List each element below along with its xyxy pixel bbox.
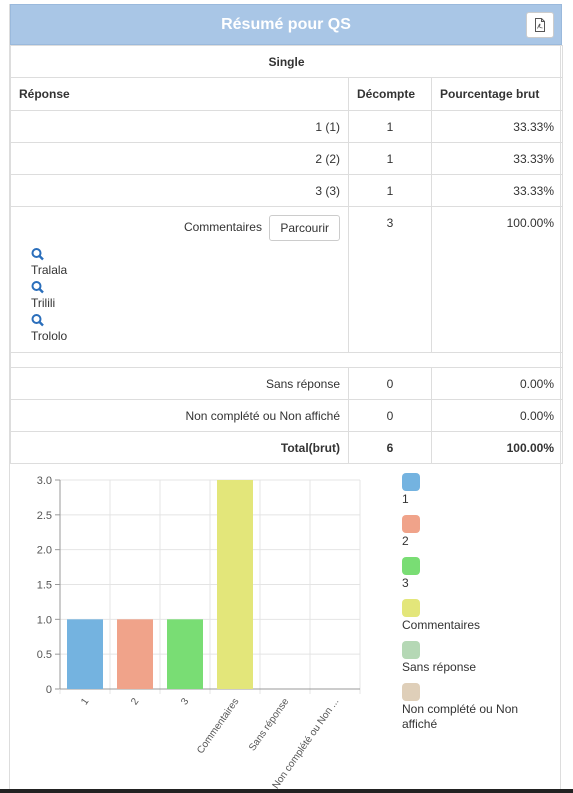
y-tick-label: 0.5 xyxy=(37,649,52,661)
y-tick-label: 2.0 xyxy=(37,545,52,557)
legend-item[interactable]: Commentaires xyxy=(402,599,552,633)
legend-swatch xyxy=(402,557,420,575)
comments-row: Commentaires Parcourir Tralala xyxy=(10,206,563,353)
answer-percent: 33.33% xyxy=(431,110,563,143)
comment-text: Trilili xyxy=(31,296,56,310)
legend-item[interactable]: 2 xyxy=(402,515,552,549)
y-tick-label: 2.5 xyxy=(37,510,52,522)
column-header-response: Réponse xyxy=(10,77,349,111)
legend-swatch xyxy=(402,641,420,659)
list-item: Tralala xyxy=(31,247,340,278)
answer-count: 1 xyxy=(348,174,432,207)
y-tick-label: 3.0 xyxy=(37,475,52,487)
chart-area: 0 0.5 1.0 1.5 2.0 2.5 3.0 1 2 3 Commentaires Sans r… xyxy=(10,463,562,791)
legend-label: 3 xyxy=(402,576,409,590)
comment-text: Tralala xyxy=(31,263,68,277)
x-tick-label: 3 xyxy=(179,696,191,707)
y-tick-label: 0 xyxy=(46,684,52,696)
not-completed-label: Non complété ou Non affiché xyxy=(10,399,349,432)
x-tick-label: 1 xyxy=(79,696,91,707)
magnifier-icon[interactable] xyxy=(31,313,45,329)
legend-swatch xyxy=(402,683,420,701)
comments-percent: 100.00% xyxy=(431,206,563,353)
summary-table: Single Réponse Décompte Pourcentage brut… xyxy=(10,45,563,464)
no-answer-count: 0 xyxy=(348,367,432,400)
window-bottom-edge xyxy=(0,789,573,793)
no-answer-label: Sans réponse xyxy=(10,367,349,400)
y-tick-label: 1.0 xyxy=(37,614,52,626)
browse-button[interactable]: Parcourir xyxy=(269,215,340,241)
not-completed-percent: 0.00% xyxy=(431,399,563,432)
panel-header: Résumé pour QS xyxy=(10,4,562,45)
bar-chart: 0 0.5 1.0 1.5 2.0 2.5 3.0 1 2 3 Commentaires Sans r… xyxy=(37,475,361,791)
total-count: 6 xyxy=(348,431,432,464)
x-tick-label: 2 xyxy=(129,696,141,707)
legend-label: 2 xyxy=(402,534,409,548)
comments-label: Commentaires xyxy=(183,220,262,235)
legend-label: 1 xyxy=(402,492,409,506)
table-row: Non complété ou Non affiché 0 0.00% xyxy=(10,399,563,432)
y-tick-label: 1.5 xyxy=(37,580,52,592)
table-row: Sans réponse 0 0.00% xyxy=(10,367,563,400)
chart-legend: 1 2 3 Commentaires Sans réponse Non complété … xyxy=(402,473,552,740)
comments-count: 3 xyxy=(348,206,432,353)
summary-panel: Résumé pour QS Single Réponse Décompte P… xyxy=(9,4,563,791)
x-tick-label: Sans réponse xyxy=(247,696,292,753)
table-row: 2 (2) 1 33.33% xyxy=(10,142,563,175)
pdf-file-icon xyxy=(535,18,545,32)
comments-cell: Commentaires Parcourir Tralala xyxy=(10,206,349,353)
bar[interactable] xyxy=(167,619,203,689)
list-item: Trololo xyxy=(31,313,340,344)
legend-item[interactable]: 1 xyxy=(402,473,552,507)
legend-item[interactable]: 3 xyxy=(402,557,552,591)
magnifier-icon[interactable] xyxy=(31,247,45,263)
answer-percent: 33.33% xyxy=(431,142,563,175)
list-item: Trilili xyxy=(31,280,340,311)
legend-label: Non complété ou Non affiché xyxy=(402,702,519,731)
comment-list: Tralala Trilili Trol xyxy=(31,247,340,344)
table-row: 3 (3) 1 33.33% xyxy=(10,174,563,207)
total-row: Total(brut) 6 100.00% xyxy=(10,431,563,464)
legend-item[interactable]: Non complété ou Non affiché xyxy=(402,683,552,732)
magnifier-icon[interactable] xyxy=(31,280,45,296)
legend-label: Commentaires xyxy=(402,618,481,632)
question-title: Single xyxy=(10,45,563,78)
comment-text: Trololo xyxy=(31,329,68,343)
legend-swatch xyxy=(402,599,420,617)
legend-label: Sans réponse xyxy=(402,660,477,674)
answer-count: 1 xyxy=(348,142,432,175)
column-header-percent: Pourcentage brut xyxy=(431,77,563,111)
x-tick-label: Commentaires xyxy=(195,696,241,756)
legend-swatch xyxy=(402,515,420,533)
answer-label: 3 (3) xyxy=(10,174,349,207)
total-percent: 100.00% xyxy=(431,431,563,464)
bar[interactable] xyxy=(67,619,103,689)
answer-count: 1 xyxy=(348,110,432,143)
answer-percent: 33.33% xyxy=(431,174,563,207)
total-label: Total(brut) xyxy=(10,431,349,464)
bar[interactable] xyxy=(217,480,253,689)
answer-label: 2 (2) xyxy=(10,142,349,175)
legend-item[interactable]: Sans réponse xyxy=(402,641,552,675)
no-answer-percent: 0.00% xyxy=(431,367,563,400)
bar[interactable] xyxy=(117,619,153,689)
column-header-count: Décompte xyxy=(348,77,432,111)
export-pdf-button[interactable] xyxy=(526,12,554,38)
answer-label: 1 (1) xyxy=(10,110,349,143)
spacer-row xyxy=(10,352,563,368)
legend-swatch xyxy=(402,473,420,491)
panel-title: Résumé pour QS xyxy=(221,16,351,33)
table-row: 1 (1) 1 33.33% xyxy=(10,110,563,143)
not-completed-count: 0 xyxy=(348,399,432,432)
